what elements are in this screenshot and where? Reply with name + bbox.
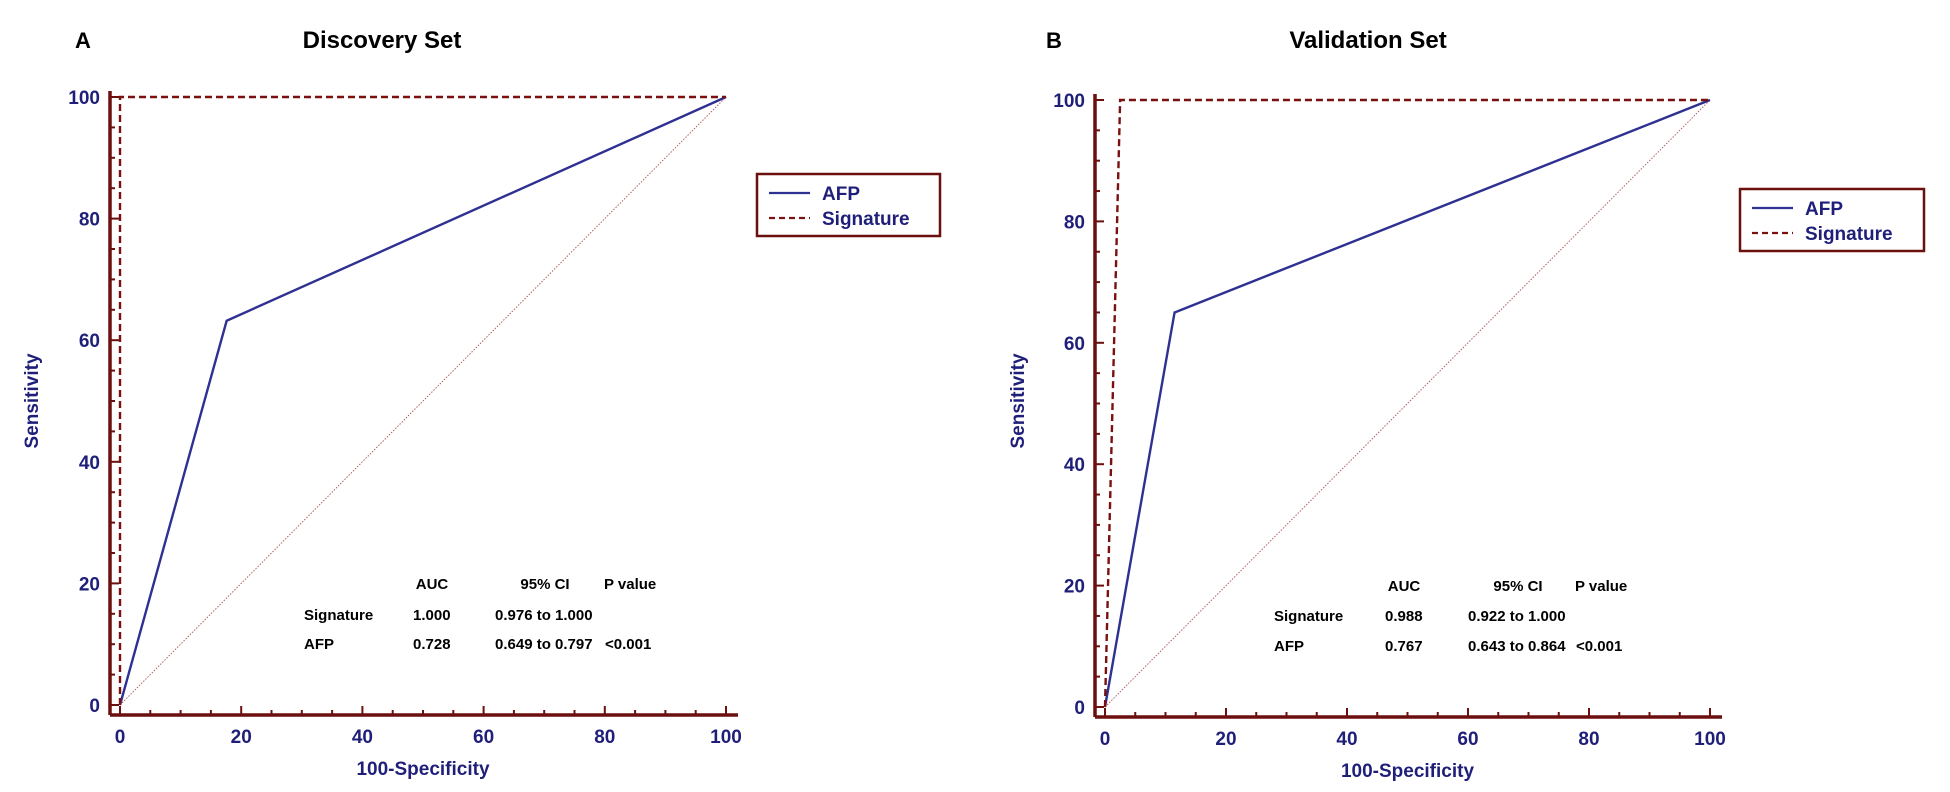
table-header-auc: AUC <box>416 576 449 593</box>
legend: AFP Signature <box>1738 187 1926 253</box>
series-line-afp <box>118 95 727 706</box>
y-axis-title: Sensitivity <box>1008 353 1029 448</box>
table-cell-p: <0.001 <box>1576 638 1622 655</box>
y-tick-label: 0 <box>89 696 100 717</box>
stats-table: AUC 95% CI P value Signature 1.000 0.976 to 1… <box>304 576 656 653</box>
x-tick-label: 40 <box>1336 729 1357 750</box>
panel-title: Discovery Set <box>303 27 462 54</box>
panel-title: Validation Set <box>1289 27 1446 54</box>
x-tick-label: 0 <box>115 727 126 748</box>
table-cell-auc: 0.767 <box>1385 638 1423 655</box>
x-tick-label: 40 <box>352 727 373 748</box>
y-tick-label: 20 <box>79 574 100 595</box>
table-header-ci: 95% CI <box>520 576 569 593</box>
roc-panel-a: A Discovery Set 0 20 40 60 80 100 0 20 40 60 80 100 10… <box>22 27 942 780</box>
x-tick-label: 60 <box>473 727 494 748</box>
x-tick-label: 100 <box>1694 729 1726 750</box>
table-row-label: AFP <box>1274 638 1304 655</box>
y-axis-title: Sensitivity <box>22 353 43 448</box>
table-cell-ci: 0.643 to 0.864 <box>1468 638 1566 655</box>
x-tick-label: 100 <box>710 727 742 748</box>
legend-box <box>1738 187 1926 253</box>
reference-diagonal-line <box>1104 99 1711 708</box>
table-cell-auc: 0.988 <box>1385 608 1423 625</box>
table-header-ci: 95% CI <box>1493 578 1542 595</box>
roc-panel-b: B Validation Set 0 20 40 60 80 100 0 20 40 60 80 100 1… <box>1008 27 1926 782</box>
legend: AFP Signature <box>755 172 942 238</box>
legend-label: Signature <box>1805 224 1893 245</box>
table-row-label: AFP <box>304 636 334 653</box>
table-cell-auc: 1.000 <box>413 607 451 624</box>
stats-table: AUC 95% CI P value Signature 0.988 0.922 to 1… <box>1274 578 1627 655</box>
panel-letter: A <box>75 28 91 53</box>
table-row-label: Signature <box>304 607 373 624</box>
series-line-afp <box>1103 98 1711 708</box>
x-axis-title: 100-Specificity <box>356 759 489 780</box>
y-tick-label: 80 <box>1064 212 1085 233</box>
legend-label: AFP <box>822 184 860 205</box>
x-axis-title: 100-Specificity <box>1341 761 1474 782</box>
y-tick-label: 20 <box>1064 577 1085 598</box>
y-tick-label: 40 <box>1064 455 1085 476</box>
table-cell-p: <0.001 <box>605 636 651 653</box>
x-tick-label: 20 <box>1215 729 1236 750</box>
table-cell-ci: 0.649 to 0.797 <box>495 636 593 653</box>
y-tick-label: 40 <box>79 453 100 474</box>
x-tick-label: 80 <box>594 727 615 748</box>
x-tick-label: 0 <box>1100 729 1111 750</box>
y-tick-label: 80 <box>79 210 100 231</box>
table-header-auc: AUC <box>1388 578 1421 595</box>
y-tick-label: 100 <box>68 88 100 109</box>
table-cell-ci: 0.976 to 1.000 <box>495 607 593 624</box>
table-cell-ci: 0.922 to 1.000 <box>1468 608 1566 625</box>
table-cell-auc: 0.728 <box>413 636 451 653</box>
x-tick-label: 60 <box>1457 729 1478 750</box>
y-tick-label: 100 <box>1053 91 1085 112</box>
series-line-signature <box>1103 98 1710 708</box>
table-header-p: P value <box>1575 578 1627 595</box>
y-tick-label: 60 <box>79 331 100 352</box>
y-tick-label: 60 <box>1064 334 1085 355</box>
series-line-signature <box>118 95 726 705</box>
legend-box <box>755 172 942 238</box>
legend-label: Signature <box>822 209 910 230</box>
reference-diagonal-line <box>119 96 727 706</box>
legend-label: AFP <box>1805 199 1843 220</box>
table-header-p: P value <box>604 576 656 593</box>
panel-letter: B <box>1046 28 1062 53</box>
x-tick-label: 80 <box>1578 729 1599 750</box>
table-row-label: Signature <box>1274 608 1343 625</box>
y-tick-label: 0 <box>1074 698 1085 719</box>
x-tick-label: 20 <box>231 727 252 748</box>
